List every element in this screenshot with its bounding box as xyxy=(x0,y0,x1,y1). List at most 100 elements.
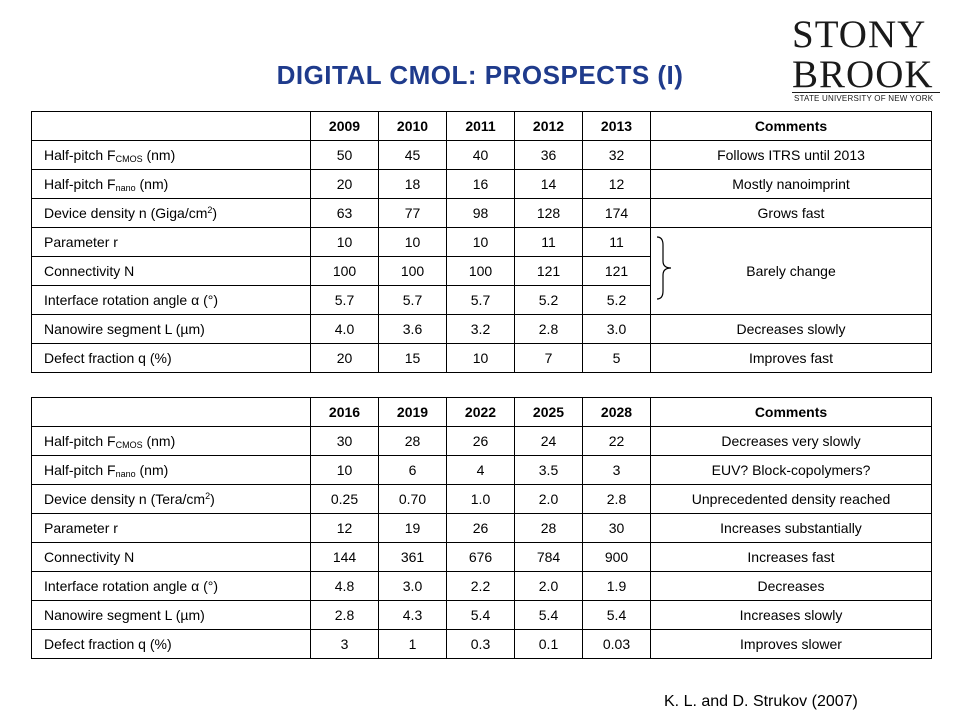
row-label: Half-pitch FCMOS (nm) xyxy=(31,426,311,456)
table-cell: 5.7 xyxy=(446,285,515,315)
header-corner xyxy=(31,397,311,427)
table-cell: 4 xyxy=(446,455,515,485)
table-cell: 121 xyxy=(514,256,583,286)
table-cell: 11 xyxy=(514,227,583,257)
row-label: Device density n (Tera/cm2) xyxy=(31,484,311,514)
table-cell: 22 xyxy=(582,426,651,456)
table-cell: 3.0 xyxy=(582,314,651,344)
table-cell: 2.2 xyxy=(446,571,515,601)
table-cell: 10 xyxy=(310,227,379,257)
table-cell: 0.70 xyxy=(378,484,447,514)
comment-cell: Unprecedented density reached xyxy=(650,484,932,514)
table-cell: 3 xyxy=(310,629,379,659)
table-cell: 10 xyxy=(446,343,515,373)
table-row: Parameter r 12 19 26 28 30 Increases substanti… xyxy=(31,513,932,543)
table-row: Half-pitch Fnano (nm) 10 6 4 3.5 3 EUV? Block-… xyxy=(31,455,932,485)
header-year: 2025 xyxy=(514,397,583,427)
prospects-table-2016-2028: 2016 2019 2022 2025 2028 Comments Half-pitch F… xyxy=(31,397,932,659)
table-cell: 100 xyxy=(446,256,515,286)
citation: K. L. and D. Strukov (2007) xyxy=(664,693,858,710)
table-cell: 0.25 xyxy=(310,484,379,514)
table-cell: 361 xyxy=(378,542,447,572)
header-corner xyxy=(31,111,311,141)
header-year: 2028 xyxy=(582,397,651,427)
table-cell: 7 xyxy=(514,343,583,373)
table-cell: 676 xyxy=(446,542,515,572)
table-cell: 77 xyxy=(378,198,447,228)
header-year: 2012 xyxy=(514,111,583,141)
row-label: Parameter r xyxy=(31,513,311,543)
table-cell: 5.4 xyxy=(582,600,651,630)
table-cell: 98 xyxy=(446,198,515,228)
comment-cell: Barely change xyxy=(650,227,932,315)
table-row: Half-pitch FCMOS (nm) 50 45 40 36 32 Follows I… xyxy=(31,140,932,170)
right-brace-icon xyxy=(656,236,672,300)
logo-line-2: BROOK xyxy=(792,53,934,96)
row-label: Half-pitch Fnano (nm) xyxy=(31,455,311,485)
table-cell: 40 xyxy=(446,140,515,170)
table-cell: 2.8 xyxy=(582,484,651,514)
table-cell: 3.6 xyxy=(378,314,447,344)
row-label: Nanowire segment L (µm) xyxy=(31,314,311,344)
slide-title: DIGITAL CMOL: PROSPECTS (I) xyxy=(276,60,684,90)
table-row: Parameter r 10 10 10 11 11 Barely change xyxy=(31,227,932,315)
table-cell: 1 xyxy=(378,629,447,659)
table-cell: 5.4 xyxy=(514,600,583,630)
table-cell: 144 xyxy=(310,542,379,572)
comment-cell: Increases slowly xyxy=(650,600,932,630)
table-cell: 2.8 xyxy=(310,600,379,630)
table-cell: 4.8 xyxy=(310,571,379,601)
table-cell: 16 xyxy=(446,169,515,199)
table-row: Defect fraction q (%) 20 15 10 7 5 Improves fa… xyxy=(31,343,932,373)
row-label: Device density n (Giga/cm2) xyxy=(31,198,311,228)
table-cell: 5.2 xyxy=(582,285,651,315)
header-row: 2016 2019 2022 2025 2028 Comments xyxy=(31,397,932,427)
table-row: Half-pitch Fnano (nm) 20 18 16 14 12 Mostly na… xyxy=(31,169,932,199)
stony-brook-logo: STONY BROOK STATE UNIVERSITY OF NEW YORK xyxy=(792,14,942,106)
table-cell: 12 xyxy=(582,169,651,199)
table-cell: 20 xyxy=(310,343,379,373)
table-cell: 2.0 xyxy=(514,484,583,514)
header-comments: Comments xyxy=(650,111,932,141)
table-cell: 26 xyxy=(446,513,515,543)
row-label: Nanowire segment L (µm) xyxy=(31,600,311,630)
table-cell: 5.4 xyxy=(446,600,515,630)
table-row: Connectivity N 144 361 676 784 900 Increases f… xyxy=(31,542,932,572)
comment-cell: Decreases slowly xyxy=(650,314,932,344)
comment-cell: Increases substantially xyxy=(650,513,932,543)
table-cell: 6 xyxy=(378,455,447,485)
table-cell: 3.0 xyxy=(378,571,447,601)
comment-cell: EUV? Block-copolymers? xyxy=(650,455,932,485)
table-cell: 10 xyxy=(310,455,379,485)
table-cell: 19 xyxy=(378,513,447,543)
table-cell: 100 xyxy=(378,256,447,286)
table-cell: 1.9 xyxy=(582,571,651,601)
header-year: 2010 xyxy=(378,111,447,141)
table-cell: 5.7 xyxy=(310,285,379,315)
comment-cell: Grows fast xyxy=(650,198,932,228)
row-label: Defect fraction q (%) xyxy=(31,629,311,659)
table-cell: 45 xyxy=(378,140,447,170)
comment-cell: Improves fast xyxy=(650,343,932,373)
header-year: 2019 xyxy=(378,397,447,427)
row-label: Interface rotation angle α (°) xyxy=(31,571,311,601)
table-cell: 100 xyxy=(310,256,379,286)
table-cell: 5 xyxy=(582,343,651,373)
prospects-table-2009-2013: 2009 2010 2011 2012 2013 Comments Half-pitch F… xyxy=(31,111,932,373)
table-cell: 10 xyxy=(378,227,447,257)
comment-cell: Increases fast xyxy=(650,542,932,572)
header-year: 2013 xyxy=(582,111,651,141)
comment-cell: Improves slower xyxy=(650,629,932,659)
header-year: 2022 xyxy=(446,397,515,427)
table-row: Nanowire segment L (µm) 2.8 4.3 5.4 5.4 5.4 In… xyxy=(31,600,932,630)
header-comments: Comments xyxy=(650,397,932,427)
table-cell: 11 xyxy=(582,227,651,257)
table-cell: 0.1 xyxy=(514,629,583,659)
logo-line-1: STONY xyxy=(792,13,927,56)
comment-cell: Decreases xyxy=(650,571,932,601)
table-cell: 784 xyxy=(514,542,583,572)
table-row: Interface rotation angle α (°) 5.7 5.7 5.7 5… xyxy=(31,285,932,315)
row-label: Half-pitch FCMOS (nm) xyxy=(31,140,311,170)
table-cell: 1.0 xyxy=(446,484,515,514)
table-row: Device density n (Tera/cm2) 0.25 0.70 1.0 2.… xyxy=(31,484,932,514)
